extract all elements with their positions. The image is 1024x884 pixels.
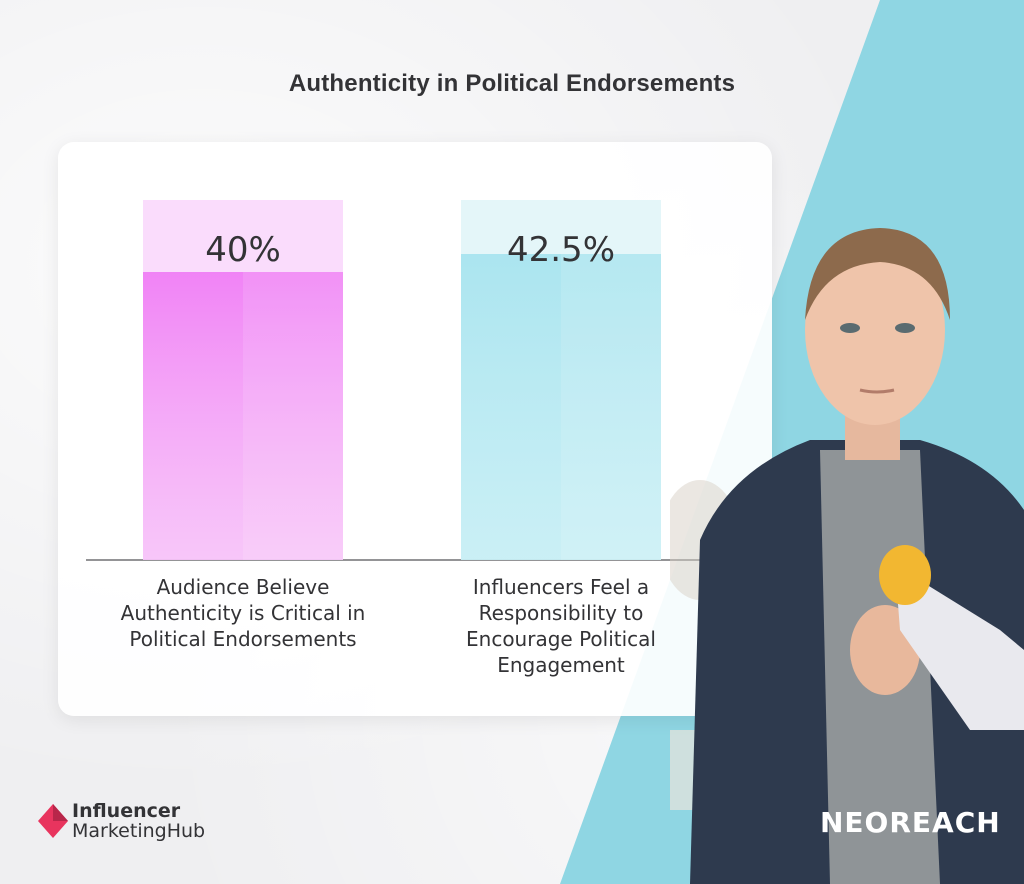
category-label-line: Responsibility to [478,601,644,625]
logo-line-2: MarketingHub [72,820,206,842]
bar-shade-1 [561,254,661,560]
bar-0 [143,272,343,560]
bar-shade-0 [243,272,343,560]
category-label-line: Audience Believe [156,575,330,599]
category-label-line: Influencers Feel a [472,575,650,599]
bar-value-label-0: 40% [205,230,281,270]
category-label-1: Influencers Feel a Responsibility to Encou… [411,574,711,678]
person-with-megaphone-illustration [670,228,1024,884]
influencer-marketing-hub-logo: Influencer MarketingHub [38,800,238,842]
category-label-line: Engagement [497,653,625,677]
diamond-logo-icon [38,804,68,838]
chart-title: Authenticity in Political Endorsements [288,70,736,97]
bar-1 [461,254,661,560]
category-label-0: Audience Believe Authenticity is Critical… [93,574,393,652]
neoreach-logo: NEOREACH [820,806,1001,839]
bar-value-label-1: 42.5% [506,230,615,270]
category-label-line: Authenticity is Critical in [120,601,366,625]
logo-line-1: Influencer [72,800,181,822]
category-label-line: Political Endorsements [129,627,357,651]
category-label-line: Encourage Political [466,627,656,651]
